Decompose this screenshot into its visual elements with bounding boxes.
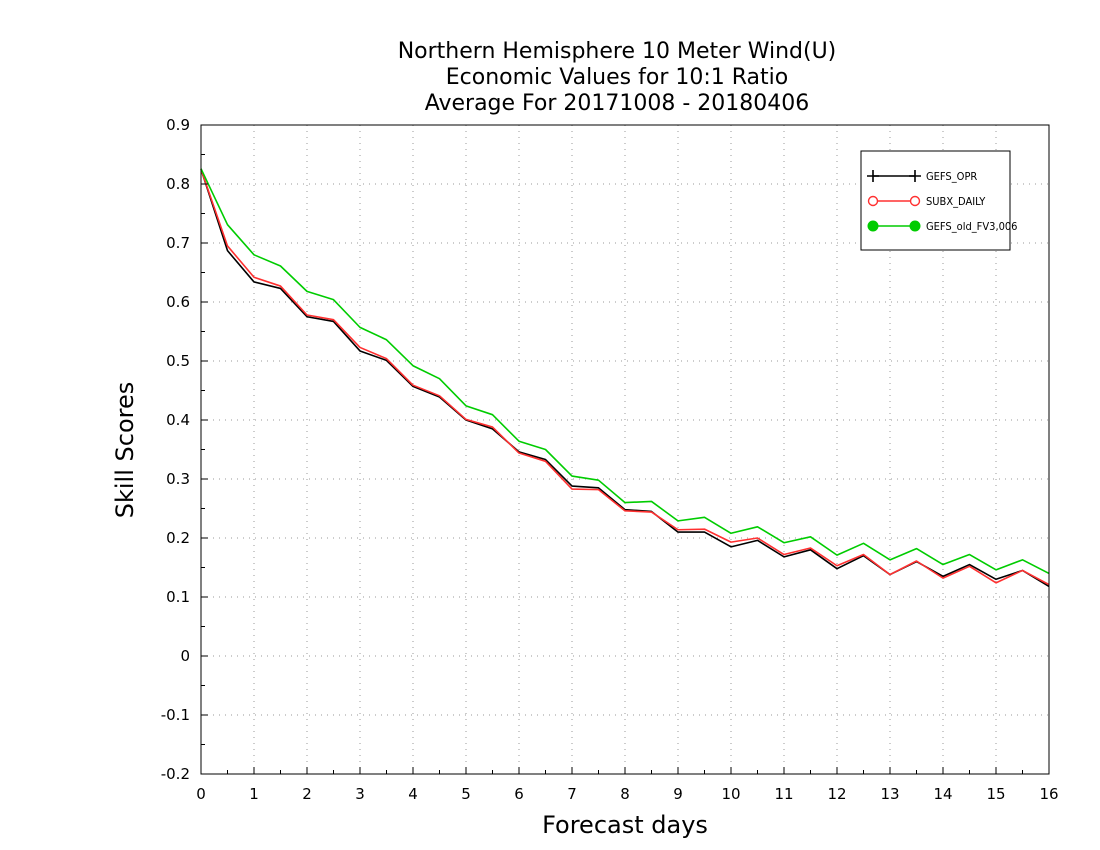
y-axis-label: Skill Scores (111, 382, 139, 519)
x-tick-label: 12 (827, 785, 846, 803)
x-tick-label: 0 (196, 785, 206, 803)
legend-marker-gefs-old-fv3-006 (909, 220, 921, 232)
legend: GEFS_OPR SUBX_DAILY GEFS_old_FV3,006 (860, 150, 1017, 251)
y-tick-label: 0.7 (166, 234, 190, 252)
legend-marker-gefs-opr (909, 170, 921, 182)
legend-label-gefs-old-fv3-006: GEFS_old_FV3,006 (926, 220, 1017, 233)
series-lines (200, 168, 1050, 588)
y-tick-label: 0.2 (166, 529, 190, 547)
series-line-subx-daily (200, 168, 1050, 586)
x-tick-label: 3 (355, 785, 365, 803)
x-tick-label: 7 (567, 785, 577, 803)
y-tick-labels: -0.2 -0.1 0 0.1 0.2 0.3 0.4 0.5 0.6 0.7 0.8 0.9 (161, 116, 190, 783)
y-tick-label: 0 (180, 647, 190, 665)
y-tick-label: 0.1 (166, 588, 190, 606)
x-tick-label: 13 (880, 785, 899, 803)
y-tick-label: 0.5 (166, 352, 190, 370)
grid-lines (201, 125, 1049, 774)
x-tick-label: 10 (721, 785, 740, 803)
title-line-1: Northern Hemisphere 10 Meter Wind(U) (398, 39, 837, 64)
x-tick-label: 4 (408, 785, 418, 803)
x-tick-labels: 0 1 2 3 4 5 6 7 8 9 10 11 12 13 14 15 16 (196, 785, 1058, 803)
x-tick-label: 6 (514, 785, 524, 803)
x-tick-label: 2 (302, 785, 312, 803)
y-tick-label: 0.9 (166, 116, 190, 134)
legend-marker-subx-daily (909, 195, 921, 207)
legend-marker-subx-daily (867, 195, 879, 207)
title-line-3: Average For 20171008 - 20180406 (425, 91, 810, 116)
y-tick-label: -0.1 (161, 706, 190, 724)
x-tick-label: 8 (620, 785, 630, 803)
legend-marker-gefs-old-fv3-006 (867, 220, 879, 232)
y-tick-label: 0.8 (166, 175, 190, 193)
axis-ticks (200, 124, 1050, 775)
y-tick-label: 0.4 (166, 411, 190, 429)
series-line-gefs-old-fv3-006 (200, 168, 1050, 575)
x-tick-label: 1 (249, 785, 259, 803)
x-tick-label: 15 (986, 785, 1005, 803)
x-tick-label: 11 (774, 785, 793, 803)
x-tick-label: 14 (933, 785, 952, 803)
y-tick-label: -0.2 (161, 765, 190, 783)
legend-label-subx-daily: SUBX_DAILY (926, 195, 986, 208)
title-line-2: Economic Values for 10:1 Ratio (446, 65, 788, 90)
x-tick-label: 16 (1039, 785, 1058, 803)
x-tick-label: 5 (461, 785, 471, 803)
y-tick-label: 0.3 (166, 470, 190, 488)
chart-title: Northern Hemisphere 10 Meter Wind(U)Econ… (398, 39, 837, 116)
x-tick-label: 9 (673, 785, 683, 803)
x-axis-label: Forecast days (542, 811, 708, 839)
legend-label-gefs-opr: GEFS_OPR (926, 170, 977, 183)
legend-marker-gefs-opr (867, 170, 879, 182)
y-tick-label: 0.6 (166, 293, 190, 311)
